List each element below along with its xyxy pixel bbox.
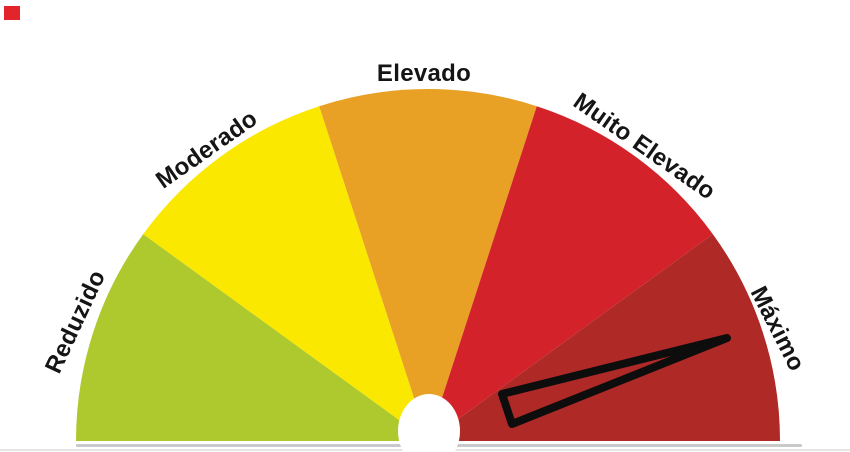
- gauge-segment-moderado: [143, 106, 428, 441]
- gauge-hub: [398, 394, 460, 452]
- gauge-needle: [498, 334, 731, 428]
- gauge-segment-muito-elevado: [428, 106, 713, 441]
- gauge-segment-elevado: [319, 88, 537, 441]
- segment-label-elevado: Elevado: [376, 60, 472, 87]
- gauge-segment-reduzido: [76, 234, 428, 441]
- corner-marker: [4, 6, 20, 20]
